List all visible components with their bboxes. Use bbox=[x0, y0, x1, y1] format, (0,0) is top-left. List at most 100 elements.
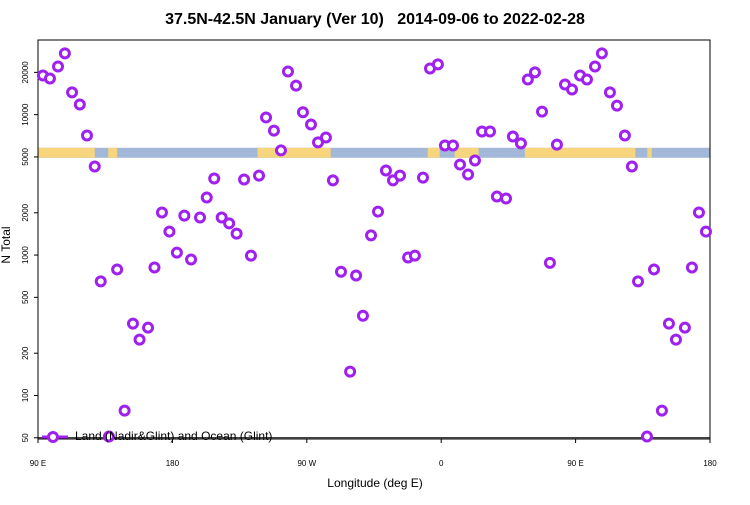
data-point bbox=[244, 249, 257, 262]
legend-marker bbox=[47, 431, 59, 443]
land-segment bbox=[38, 147, 95, 158]
data-point bbox=[118, 404, 131, 417]
land-segment bbox=[427, 147, 440, 158]
land-segment bbox=[647, 147, 652, 158]
data-point bbox=[88, 160, 101, 173]
data-point bbox=[223, 217, 236, 230]
data-point bbox=[446, 139, 459, 152]
x-tick-label: 90 W bbox=[297, 459, 316, 468]
data-point bbox=[274, 144, 287, 157]
land-segment bbox=[524, 147, 636, 158]
data-point bbox=[550, 138, 563, 151]
data-point bbox=[454, 158, 467, 171]
data-point bbox=[43, 72, 56, 85]
data-point bbox=[580, 73, 593, 86]
data-point bbox=[133, 333, 146, 346]
data-point bbox=[73, 98, 86, 111]
data-point bbox=[589, 60, 602, 73]
y-tick-label: 100 bbox=[21, 388, 30, 402]
data-point bbox=[468, 154, 481, 167]
data-point bbox=[208, 172, 221, 185]
data-point bbox=[365, 229, 378, 242]
data-point bbox=[126, 317, 139, 330]
data-point bbox=[431, 58, 444, 71]
data-point bbox=[500, 192, 513, 205]
data-point bbox=[692, 206, 705, 219]
data-point bbox=[356, 309, 369, 322]
land-segment bbox=[454, 147, 479, 158]
y-tick-label: 20000 bbox=[21, 61, 30, 84]
data-point bbox=[215, 211, 228, 224]
data-point bbox=[253, 169, 266, 182]
chart-title: 37.5N-42.5N January (Ver 10) 2014-09-06 … bbox=[165, 11, 585, 28]
data-point bbox=[304, 118, 317, 131]
y-tick-label: 5000 bbox=[21, 147, 30, 165]
data-point bbox=[528, 66, 541, 79]
legend-label: Land (Nadir&Glint) and Ocean (Glint) bbox=[75, 429, 272, 443]
y-axis-label: N Total bbox=[0, 226, 13, 263]
data-point bbox=[58, 47, 71, 60]
data-point bbox=[260, 111, 273, 124]
plot-frame bbox=[37, 39, 711, 440]
data-point bbox=[66, 86, 79, 99]
data-point bbox=[94, 275, 107, 288]
data-point bbox=[506, 130, 519, 143]
y-tick-label: 500 bbox=[21, 290, 30, 304]
data-point bbox=[155, 206, 168, 219]
data-point bbox=[142, 321, 155, 334]
data-point bbox=[178, 209, 191, 222]
data-point bbox=[350, 269, 363, 282]
ocean-band bbox=[38, 147, 710, 158]
data-point bbox=[334, 265, 347, 278]
data-point bbox=[416, 171, 429, 184]
y-tick-label: 1000 bbox=[21, 246, 30, 264]
data-point bbox=[200, 191, 213, 204]
x-tick-label: 180 bbox=[703, 459, 717, 468]
data-point bbox=[319, 131, 332, 144]
data-point bbox=[484, 125, 497, 138]
x-tick-label: 90 E bbox=[30, 459, 46, 468]
data-point bbox=[669, 333, 682, 346]
y-tick-label: 50 bbox=[21, 433, 30, 442]
data-point bbox=[678, 321, 691, 334]
data-point bbox=[102, 430, 115, 443]
data-point bbox=[393, 169, 406, 182]
data-point bbox=[536, 105, 548, 118]
data-point bbox=[379, 164, 392, 177]
data-point bbox=[238, 173, 251, 186]
data-point bbox=[685, 261, 698, 274]
data-point bbox=[372, 205, 385, 218]
data-point bbox=[543, 256, 556, 269]
data-point bbox=[655, 404, 668, 417]
data-point bbox=[163, 225, 176, 238]
data-point bbox=[632, 275, 645, 288]
data-point bbox=[194, 211, 207, 224]
data-point bbox=[408, 249, 421, 262]
data-point bbox=[618, 129, 631, 142]
data-point bbox=[230, 227, 243, 240]
data-point bbox=[662, 317, 675, 330]
data-point bbox=[490, 190, 503, 203]
y-tick-label: 200 bbox=[21, 346, 30, 360]
data-point bbox=[514, 137, 527, 150]
data-point bbox=[699, 225, 712, 238]
y-tick-label: 10000 bbox=[21, 103, 30, 126]
data-point bbox=[148, 261, 161, 274]
x-axis-label: Longitude (deg E) bbox=[327, 476, 422, 490]
data-point bbox=[267, 124, 280, 137]
data-point bbox=[344, 365, 357, 378]
data-point bbox=[80, 129, 93, 142]
data-point bbox=[281, 65, 294, 78]
data-point bbox=[296, 106, 309, 119]
data-point bbox=[290, 79, 303, 92]
data-point bbox=[111, 263, 124, 276]
data-point bbox=[521, 73, 534, 86]
legend-item: Land (Nadir&Glint) and Ocean (Glint) bbox=[42, 429, 272, 443]
data-point bbox=[648, 263, 660, 276]
data-point bbox=[610, 99, 623, 112]
x-tick-label: 90 E bbox=[567, 459, 583, 468]
data-point bbox=[595, 47, 608, 60]
x-tick-label: 180 bbox=[166, 459, 180, 468]
data-point bbox=[170, 246, 183, 259]
